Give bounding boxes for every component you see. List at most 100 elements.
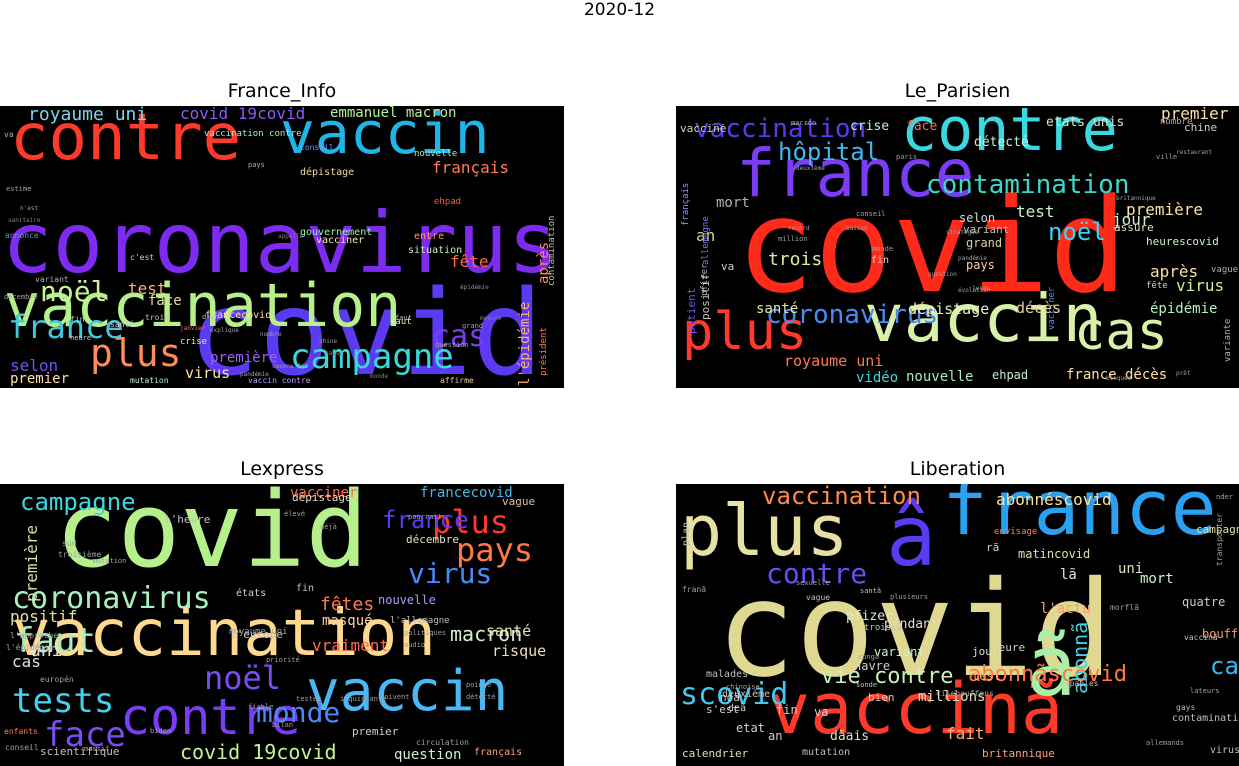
cloud-word: heure xyxy=(992,642,1025,653)
cloud-word: vague xyxy=(806,594,830,602)
cloud-word: virus xyxy=(408,560,492,588)
cloud-word: fin xyxy=(296,584,314,594)
cloud-word: royaume uni xyxy=(28,106,147,124)
cloud-word: vague xyxy=(502,496,535,507)
cloud-word: an xyxy=(768,730,782,742)
cloud-word: ehpad xyxy=(434,198,461,207)
cloud-word: allemagne xyxy=(702,216,711,265)
cloud-word: envisage xyxy=(994,528,1037,537)
cloud-word: etats unis xyxy=(1046,116,1124,129)
cloud-word: décembre xyxy=(406,534,459,545)
cloud-word: cause xyxy=(325,351,343,357)
cloud-word: positif xyxy=(10,609,77,625)
cloud-word: santã xyxy=(860,588,881,595)
wordcloud-le-parisien: covid france contre vaccin plus cas coronaviru… xyxy=(676,106,1239,388)
cloud-word: pourrait xyxy=(408,514,442,521)
cloud-word: vaccin contre xyxy=(248,377,311,385)
cloud-word: nouvelle xyxy=(414,150,457,159)
cloud-word: première xyxy=(210,351,277,365)
cloud-word: vidéo xyxy=(856,371,898,385)
cloud-word: chinoise xyxy=(726,684,760,691)
cloud-word: n'est xyxy=(20,206,38,212)
cloud-word: première xyxy=(24,525,40,602)
panel-title-lexpress: Lexpress xyxy=(0,458,564,480)
cloud-word: plan xyxy=(682,522,692,546)
cloud-word: vraiment xyxy=(312,638,389,654)
cloud-word: l'épidémie xyxy=(6,644,54,652)
cloud-word: mutation xyxy=(130,377,169,385)
cloud-word: crise xyxy=(180,338,207,347)
cloud-word: nombre xyxy=(260,332,282,338)
cloud-word: tests xyxy=(12,684,114,718)
cloud-word: transporter xyxy=(1216,513,1224,566)
cloud-word: états xyxy=(236,589,266,599)
cloud-word: ville xyxy=(1156,154,1177,161)
cloud-word: million xyxy=(778,236,808,243)
cloud-word: etat xyxy=(736,722,765,734)
cloud-word: variant xyxy=(874,646,925,658)
cloud-word: francecovid xyxy=(420,486,513,500)
cloud-word: vaccination contre xyxy=(204,130,302,139)
cloud-word: europén xyxy=(40,676,74,684)
cloud-word: troisiã xyxy=(864,624,902,633)
cloud-word: jusqu xyxy=(972,286,990,292)
cloud-word: cas xyxy=(12,654,41,670)
cloud-word: d'un xyxy=(202,314,219,321)
cloud-word: nombre xyxy=(1160,118,1193,127)
cloud-word: lateurs xyxy=(1190,688,1220,695)
wordcloud-liberation: covid france plus vaccinã â ã vaccination contr… xyxy=(676,484,1239,766)
cloud-word: sud xyxy=(62,540,76,548)
cloud-word: royaume uni xyxy=(228,628,288,637)
cloud-word: virus xyxy=(185,366,230,381)
cloud-word: plusieurs xyxy=(890,594,928,601)
cloud-word: matincovid xyxy=(1018,548,1090,560)
cloud-word: dépistage xyxy=(908,302,989,317)
cloud-word: deã xyxy=(728,704,746,714)
cloud-word: président xyxy=(540,327,549,376)
cloud-word: ehpad xyxy=(992,369,1028,381)
cloud-word: santé xyxy=(756,302,798,316)
cloud-word: l'actu xyxy=(1040,602,1091,616)
cloud-word: pfizer xyxy=(701,263,710,296)
cloud-word: sonde xyxy=(856,682,877,689)
cloud-word: malades xyxy=(706,670,748,680)
cloud-word: mutation xyxy=(802,748,850,758)
cloud-word: britannique xyxy=(982,748,1055,759)
cloud-word: contamination xyxy=(1172,714,1239,724)
cloud-word: vaccinė xyxy=(680,123,726,134)
cloud-word: français xyxy=(432,160,509,176)
cloud-word: mesure xyxy=(480,316,502,322)
cloud-word: détecté xyxy=(974,136,1029,149)
cloud-word: paris xyxy=(896,154,917,161)
cloud-word: franã xyxy=(682,586,706,594)
panel-title-liberation: Liberation xyxy=(676,458,1239,480)
cloud-word: noã xyxy=(720,692,740,703)
cloud-word: assure xyxy=(1114,222,1154,233)
cloud-word: pfizer xyxy=(846,610,893,623)
cloud-word: premier xyxy=(352,726,398,737)
cloud-word: circulation xyxy=(416,739,469,747)
cloud-word: virus xyxy=(1210,746,1239,756)
cloud-word: va xyxy=(721,261,734,272)
cloud-word: biden xyxy=(150,728,171,735)
cloud-word: sanitaire xyxy=(8,218,41,224)
cloud-word: affirme xyxy=(440,377,474,385)
cloud-word: monde xyxy=(872,246,893,253)
cloud-word: cas xyxy=(1210,654,1239,678)
cloud-word: dépistage xyxy=(300,168,354,178)
cloud-word: fin xyxy=(70,316,84,324)
cloud-word: trois xyxy=(768,251,822,269)
cloud-word: doivent xyxy=(380,694,410,701)
cloud-word: fin xyxy=(776,704,798,716)
cloud-word: hôpital xyxy=(778,140,879,164)
cloud-word: risque xyxy=(492,644,546,659)
cloud-word: lã xyxy=(1060,568,1077,582)
cloud-word: situation xyxy=(408,246,462,256)
cloud-word: l'allemagne xyxy=(390,617,450,626)
cloud-word: bilan xyxy=(272,722,293,729)
cloud-word: l'approche xyxy=(10,632,58,640)
cloud-word: stratégie xyxy=(946,230,979,236)
cloud-word: vacciner xyxy=(316,236,364,246)
cloud-word: cisebouffons xyxy=(936,690,994,698)
cloud-word: entre xyxy=(414,232,444,242)
